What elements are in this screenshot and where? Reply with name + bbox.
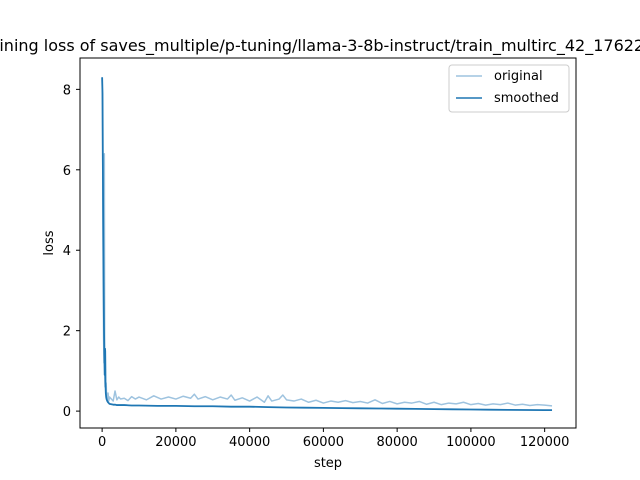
x-tick-label: 20000: [155, 435, 196, 450]
legend: original smoothed: [448, 64, 570, 113]
legend-label-smoothed: smoothed: [494, 91, 559, 106]
plot-area: [101, 77, 553, 412]
series-line-smoothed: [101, 77, 553, 412]
x-tick-label: 120000: [520, 435, 570, 450]
x-tick-label: 80000: [376, 435, 417, 450]
chart-title: Training loss of saves_multiple/p-tuning…: [0, 36, 640, 56]
y-tick-label: 2: [63, 325, 71, 340]
legend-label-original: original: [494, 69, 543, 84]
series-line-original: [101, 77, 553, 407]
y-tick-label: 6: [63, 164, 71, 179]
x-tick-label: 0: [98, 435, 106, 450]
x-tick-label: 40000: [229, 435, 270, 450]
x-tick-label: 60000: [303, 435, 344, 450]
y-axis-label: loss: [42, 230, 57, 255]
series-layer: [101, 77, 553, 412]
axes-frame: [79, 57, 577, 429]
x-axis-ticks: 0 20000 40000 60000 80000 100000 120000: [98, 428, 569, 450]
y-tick-label: 8: [63, 83, 71, 98]
y-axis-ticks: 0 2 4 6 8: [63, 83, 80, 420]
y-tick-label: 0: [63, 405, 71, 420]
y-tick-label: 4: [63, 244, 71, 259]
x-axis-label: step: [314, 456, 342, 471]
x-tick-label: 100000: [446, 435, 496, 450]
